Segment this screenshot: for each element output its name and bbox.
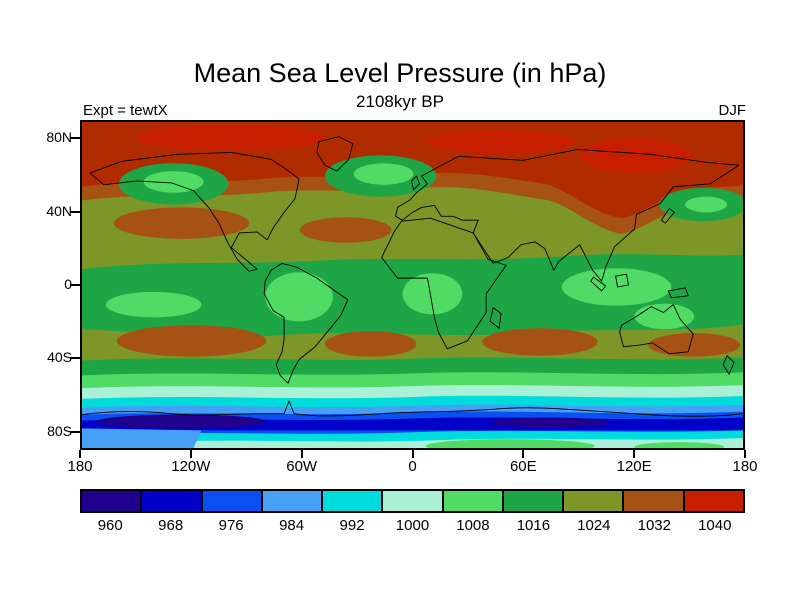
colorbar-tick-label: 1024 [577,517,611,534]
x-tick-mark [189,450,192,458]
x-tick-mark [79,450,81,458]
experiment-label: Expt = tewtX [83,102,168,119]
y-tick-mark [70,284,80,286]
colorbar-cell [323,491,384,511]
colorbar-cell [202,491,263,511]
y-tick-label: 40N [46,202,72,219]
colorbar-tick-label: 968 [158,517,184,534]
colorbar-cell [443,491,504,511]
colorbar-tick-label: 960 [97,517,123,534]
colorbar-cell [624,491,685,511]
y-tick-label: 80N [46,129,72,146]
colorbar-labels: 960 968 976 984 992 1000 1008 1016 1024 1032 1040 [80,517,745,534]
season-label: DJF [718,102,747,119]
colorbar-cell [262,491,324,511]
y-tick-label: 40S [47,349,72,366]
colorbar-cell [142,491,203,511]
x-tick-mark [300,450,303,458]
x-tick-label: 120W [171,458,211,475]
colorbar-cell [82,491,143,511]
x-tick-label: 120E [616,458,652,475]
pressure-field-map [82,122,743,448]
y-tick-label: 80S [47,422,72,439]
colorbar-cell [503,491,565,511]
x-tick-label: 180 [67,458,93,475]
y-tick-mark [70,210,80,213]
colorbar [80,489,745,513]
x-tick-label: 60W [286,458,318,475]
y-tick-label: 0 [64,276,72,292]
colorbar-tick-label: 1016 [516,517,551,534]
x-tick-mark [522,450,525,458]
y-tick-mark [70,357,80,360]
y-tick-mark [70,137,80,140]
y-tick-mark [70,430,80,433]
x-tick-label: 180 [732,458,758,475]
colorbar-cell [564,491,625,511]
colorbar-tick-label: 1040 [698,517,732,534]
x-tick-mark [633,450,636,458]
colorbar-tick-label: 1032 [637,517,671,534]
colorbar-cell [684,491,743,511]
chart-title: Mean Sea Level Pressure (in hPa) [193,58,607,88]
x-tick-label: 60E [509,458,537,475]
colorbar-tick-label: 984 [279,517,305,534]
colorbar-tick-label: 1008 [456,517,490,534]
map-plot-area [80,120,745,450]
colorbar-tick-label: 1000 [395,517,430,534]
colorbar-tick-label: 976 [218,517,244,534]
colorbar-cell [383,491,444,511]
x-tick-mark [744,450,746,458]
chart-subtitle: 2108kyr BP [356,92,444,111]
colorbar-tick-label: 992 [339,517,365,534]
coastlines [82,136,743,417]
x-tick-label: 0 [408,458,417,475]
x-tick-mark [411,450,414,458]
